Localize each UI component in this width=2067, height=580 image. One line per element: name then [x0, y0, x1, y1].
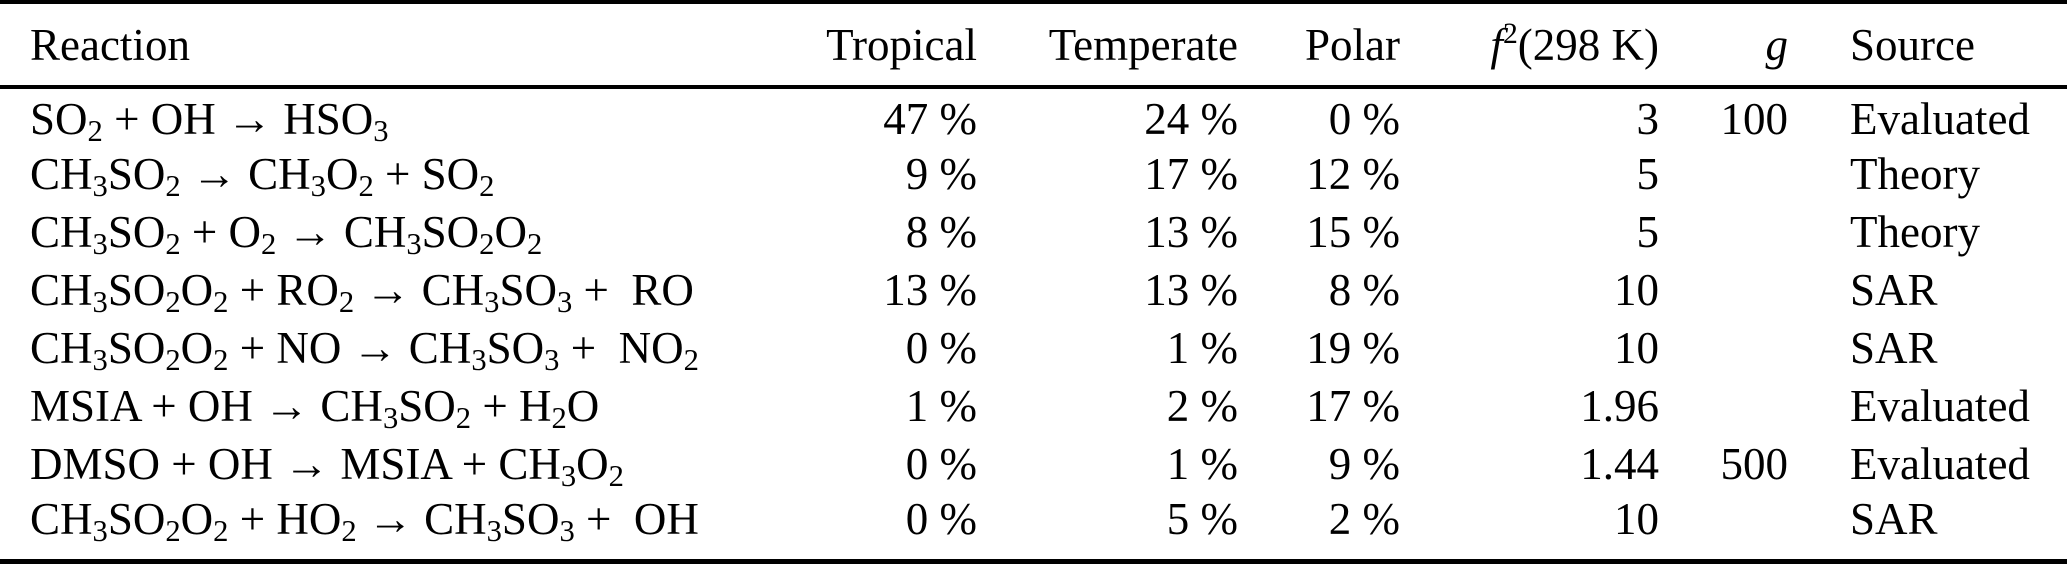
cell-source: Theory [1850, 149, 1980, 199]
cell-temperate: 1 % [1166, 439, 1238, 489]
cell-g [1659, 261, 1788, 319]
cell-source: Theory [1850, 207, 1980, 257]
cell-f2: 10 [1614, 323, 1659, 373]
cell-polar: 0 % [1328, 94, 1400, 144]
column-header-polar: Polar [1305, 19, 1400, 70]
column-header-g: g [1659, 2, 1789, 87]
cell-f2: 5 [1636, 149, 1660, 199]
cell-polar: 12 % [1306, 149, 1400, 199]
cell-f2: 3 [1636, 94, 1660, 144]
f-symbol: f [1490, 19, 1503, 70]
table-row: CH3SO2 + O2 → CH3SO2O2 8 % 13 % 15 % 5 T… [0, 203, 2067, 261]
table-row: CH3SO2O2 + RO2 → CH3SO3 + RO 13 % 13 % 8… [0, 261, 2067, 319]
table-row: CH3SO2 → CH3O2 + SO2 9 % 17 % 12 % 5 The… [0, 145, 2067, 203]
cell-tropical: 0 % [905, 323, 977, 373]
cell-temperate: 24 % [1144, 94, 1238, 144]
cell-f2: 10 [1614, 265, 1659, 315]
column-header-tropical: Tropical [826, 19, 977, 70]
column-header-temperate: Temperate [1048, 19, 1238, 70]
cell-tropical: 1 % [905, 381, 977, 431]
cell-reaction: CH3SO2O2 + NO → CH3SO3 + NO2 [30, 323, 699, 377]
cell-temperate: 13 % [1144, 207, 1238, 257]
table-row: CH3SO2O2 + HO2 → CH3SO3 + OH 0 % 5 % 2 %… [0, 493, 2067, 562]
cell-polar: 8 % [1328, 265, 1400, 315]
cell-tropical: 0 % [905, 439, 977, 489]
f2-units: (298 K) [1517, 19, 1659, 70]
cell-g [1659, 493, 1788, 562]
cell-reaction: CH3SO2 → CH3O2 + SO2 [30, 149, 495, 203]
cell-f2: 1.44 [1580, 439, 1659, 489]
cell-reaction: MSIA + OH → CH3SO2 + H2O [30, 381, 600, 435]
cell-g [1659, 319, 1788, 377]
cell-temperate: 1 % [1166, 323, 1238, 373]
cell-tropical: 9 % [905, 149, 977, 199]
column-header-f2: f2(298 K) [1400, 2, 1659, 87]
cell-tropical: 13 % [883, 265, 977, 315]
cell-reaction: CH3SO2 + O2 → CH3SO2O2 [30, 207, 543, 261]
table-row: MSIA + OH → CH3SO2 + H2O 1 % 2 % 17 % 1.… [0, 377, 2067, 435]
f-exponent: 2 [1502, 18, 1518, 51]
cell-source: Evaluated [1850, 381, 2030, 431]
cell-g: 100 [1720, 94, 1789, 144]
cell-temperate: 17 % [1144, 149, 1238, 199]
cell-reaction: CH3SO2O2 + RO2 → CH3SO3 + RO [30, 265, 694, 319]
cell-source: SAR [1850, 265, 1938, 315]
cell-g: 500 [1720, 439, 1789, 489]
cell-source: SAR [1850, 494, 1938, 544]
cell-g [1659, 145, 1788, 203]
cell-tropical: 0 % [905, 494, 977, 544]
table-row: DMSO + OH → MSIA + CH3O2 0 % 1 % 9 % 1.4… [0, 435, 2067, 493]
cell-f2: 10 [1614, 494, 1659, 544]
g-symbol: g [1765, 19, 1789, 70]
cell-g [1659, 203, 1788, 261]
cell-source: SAR [1850, 323, 1938, 373]
cell-tropical: 47 % [883, 94, 977, 144]
cell-reaction: SO2 + OH → HSO3 [30, 94, 389, 145]
cell-reaction: DMSO + OH → MSIA + CH3O2 [30, 439, 624, 493]
cell-temperate: 13 % [1144, 265, 1238, 315]
cell-source: Evaluated [1850, 94, 2030, 144]
cell-temperate: 5 % [1166, 494, 1238, 544]
cell-f2: 1.96 [1580, 381, 1659, 431]
table-header: Reaction Tropical Temperate Polar f2(298… [0, 2, 2067, 87]
table-row: CH3SO2O2 + NO → CH3SO3 + NO2 0 % 1 % 19 … [0, 319, 2067, 377]
cell-f2: 5 [1636, 207, 1660, 257]
table-row: SO2 + OH → HSO3 47 % 24 % 0 % 3 100 Eval… [0, 87, 2067, 145]
table-body: SO2 + OH → HSO3 47 % 24 % 0 % 3 100 Eval… [0, 87, 2067, 562]
cell-source: Evaluated [1850, 439, 2030, 489]
cell-polar: 15 % [1306, 207, 1400, 257]
cell-polar: 17 % [1306, 381, 1400, 431]
reactions-table: Reaction Tropical Temperate Polar f2(298… [0, 0, 2067, 564]
cell-polar: 2 % [1328, 494, 1400, 544]
cell-reaction: CH3SO2O2 + HO2 → CH3SO3 + OH [30, 494, 699, 548]
column-header-source: Source [1850, 19, 1975, 70]
cell-polar: 19 % [1306, 323, 1400, 373]
header-row: Reaction Tropical Temperate Polar f2(298… [0, 2, 2067, 87]
column-header-reaction: Reaction [30, 19, 190, 70]
cell-tropical: 8 % [905, 207, 977, 257]
cell-polar: 9 % [1328, 439, 1400, 489]
cell-temperate: 2 % [1166, 381, 1238, 431]
cell-g [1659, 377, 1788, 435]
